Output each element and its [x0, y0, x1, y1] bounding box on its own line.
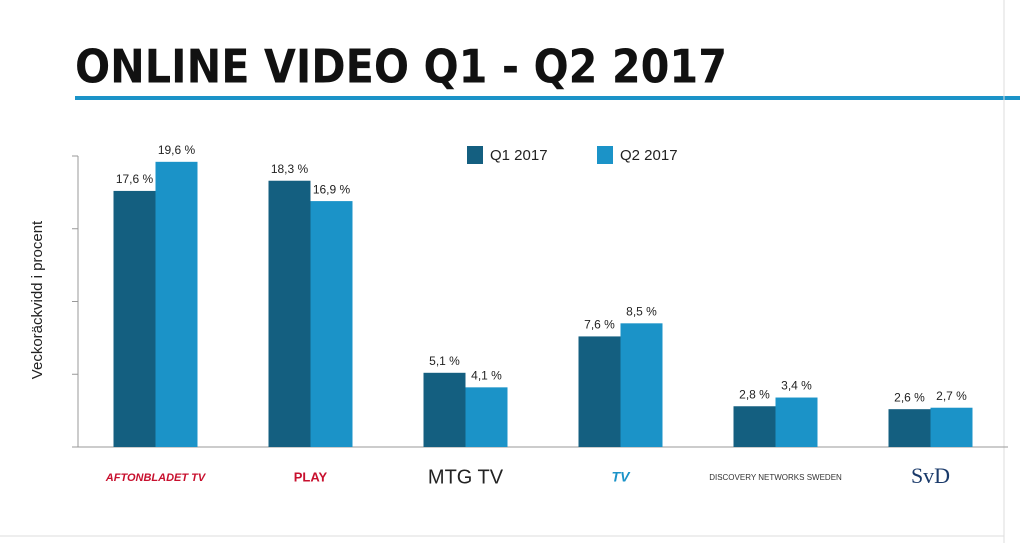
value-label: 3,4 %	[781, 379, 812, 393]
value-label: 18,3 %	[271, 162, 309, 176]
bar	[465, 387, 508, 447]
legend-label: Q1 2017	[490, 147, 548, 164]
value-label: 16,9 %	[313, 182, 351, 196]
y-axis-label: Veckoräckvidd i procent	[29, 220, 46, 379]
value-label: 5,1 %	[429, 354, 460, 368]
value-label: 4,1 %	[471, 369, 502, 383]
value-label: 17,6 %	[116, 172, 154, 186]
value-label: 2,7 %	[936, 389, 967, 403]
chart-title: ONLINE VIDEO Q1 - Q2 2017	[75, 40, 727, 94]
x-tick-label: PLAY	[294, 469, 328, 484]
bar	[113, 190, 156, 448]
value-label: 7,6 %	[584, 318, 615, 332]
x-tick-label: MTG TV	[428, 466, 504, 488]
legend-swatch	[597, 146, 613, 164]
bar	[268, 180, 311, 448]
bar	[155, 161, 198, 447]
bar	[310, 201, 353, 447]
bar	[733, 406, 776, 447]
x-tick-label: DISCOVERY NETWORKS SWEDEN	[709, 473, 842, 482]
legend-swatch	[467, 146, 483, 164]
value-label: 8,5 %	[626, 304, 657, 318]
x-tick-label: AFTONBLADET TV	[105, 472, 207, 484]
bar	[930, 407, 973, 447]
bar	[888, 409, 931, 447]
title-rule	[75, 96, 1020, 100]
value-label: 19,6 %	[158, 143, 196, 157]
value-label: 2,8 %	[739, 387, 770, 401]
x-tick-label: SvD	[911, 463, 950, 488]
bar	[578, 336, 621, 447]
bar	[775, 397, 818, 447]
bar	[423, 372, 466, 447]
x-tick-label: TV	[612, 469, 632, 485]
bar	[620, 323, 663, 447]
legend-label: Q2 2017	[620, 147, 678, 164]
value-label: 2,6 %	[894, 390, 925, 404]
